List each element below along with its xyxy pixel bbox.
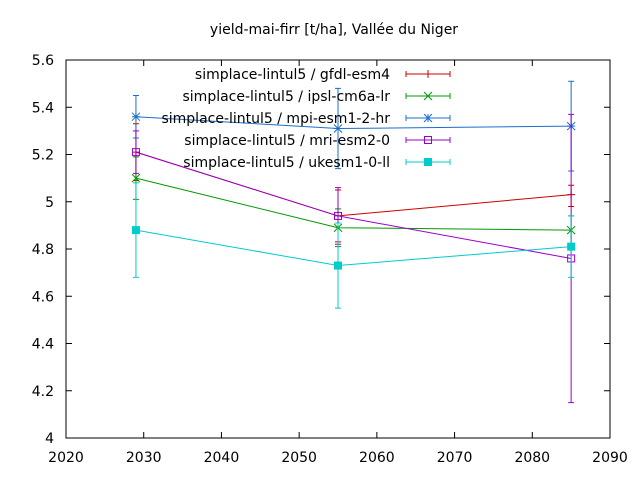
- legend-label: simplace-lintul5 / ipsl-cm6a-lr: [183, 89, 391, 105]
- y-tick-label: 4.4: [32, 337, 54, 353]
- data-point: [334, 211, 342, 220]
- legend-label: simplace-lintul5 / gfdl-esm4: [195, 67, 390, 83]
- data-point: [131, 226, 140, 235]
- x-tick-label: 2090: [592, 450, 628, 466]
- y-tick-label: 4: [45, 431, 54, 447]
- y-tick-label: 5.4: [32, 100, 54, 116]
- x-tick-label: 2070: [437, 450, 473, 466]
- data-point: [334, 261, 342, 270]
- chart-title: yield-mai-firr [t/ha], Vallée du Niger: [210, 22, 458, 38]
- legend-entry-3: simplace-lintul5 / mpi-esm1-2-hr: [161, 111, 451, 127]
- legend: simplace-lintul5 / gfdl-esm4 simplace-lin…: [161, 67, 451, 171]
- legend-entry-5: simplace-lintul5 / ukesm1-0-ll: [183, 155, 451, 171]
- legend-label: simplace-lintul5 / mri-esm2-0: [184, 133, 390, 149]
- x-tick-label: 2060: [359, 450, 395, 466]
- y-tick-label: 4.2: [32, 384, 54, 400]
- error-bar: [132, 130, 139, 174]
- series-5: [131, 182, 576, 309]
- legend-label: simplace-lintul5 / mpi-esm1-2-hr: [161, 111, 390, 127]
- data-point: [131, 112, 141, 122]
- legend-sample-marker: [423, 113, 433, 123]
- series-line: [135, 177, 572, 231]
- series-line: [135, 229, 572, 267]
- y-tick-label: 5.2: [32, 148, 54, 164]
- legend-sample-marker: [423, 91, 433, 101]
- legend-entry-4: simplace-lintul5 / mri-esm2-0: [184, 133, 451, 149]
- legend-label: simplace-lintul5 / ukesm1-0-ll: [183, 155, 390, 171]
- data-point: [131, 173, 141, 183]
- legend-sample-marker: [424, 158, 432, 166]
- legend-entry-1: simplace-lintul5 / gfdl-esm4: [195, 67, 451, 83]
- x-tick-label: 2030: [126, 450, 162, 466]
- y-tick-label: 4.6: [32, 289, 54, 305]
- legend-sample-marker: [424, 70, 432, 78]
- x-tick-label: 2040: [204, 450, 240, 466]
- x-tick-label: 2020: [48, 450, 84, 466]
- x-tick-label: 2080: [514, 450, 550, 466]
- y-tick-label: 5.6: [32, 53, 54, 69]
- legend-entry-2: simplace-lintul5 / ipsl-cm6a-lr: [183, 89, 451, 105]
- legend-sample-marker: [424, 136, 432, 144]
- data-point: [333, 124, 343, 133]
- y-tick-label: 5: [45, 195, 54, 211]
- data-point: [131, 148, 140, 157]
- series-layer: [131, 80, 576, 404]
- axes-layer: 2020 2030 2040 2050 2060 2070 2080 2090 4 4.2 4.4 4…: [32, 53, 628, 466]
- legend-sample-line: [405, 137, 451, 143]
- x-tick-label: 2050: [281, 450, 317, 466]
- y-tick-label: 4.8: [32, 242, 54, 258]
- data-point: [567, 242, 576, 251]
